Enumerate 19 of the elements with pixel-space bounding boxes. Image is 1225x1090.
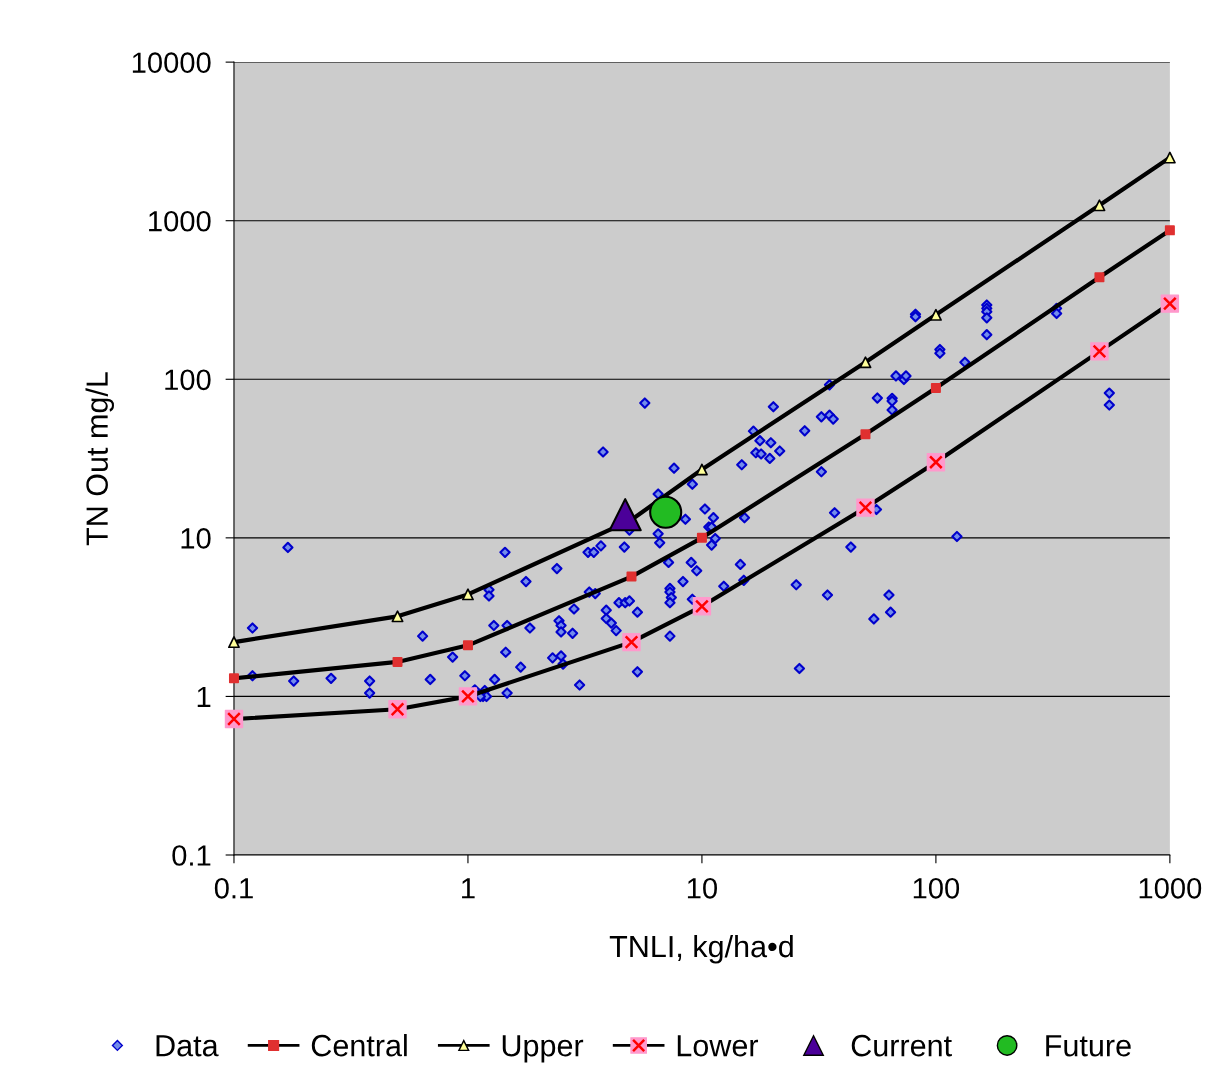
y-tick-label: 10000 bbox=[132, 52, 211, 73]
x-tick-label: 1000 bbox=[1139, 877, 1202, 899]
x-tick-label: 0.1 bbox=[214, 877, 253, 899]
y-tick-label: 10 bbox=[181, 528, 211, 549]
x-tick-label: 100 bbox=[913, 877, 960, 899]
x-tick-label: 10 bbox=[687, 877, 718, 899]
x-tick-label: 1 bbox=[462, 878, 475, 899]
legend-label: Upper bbox=[502, 1035, 584, 1063]
y-axis-title: TN Out mg/L bbox=[85, 372, 114, 546]
legend-label: Current bbox=[851, 1034, 952, 1057]
legend-label: Data bbox=[156, 1035, 219, 1057]
y-tick-label: 0.1 bbox=[172, 845, 211, 866]
legend-label: Lower bbox=[677, 1035, 759, 1057]
y-tick-label: 1000 bbox=[149, 210, 211, 232]
legend-label: Future bbox=[1046, 1035, 1131, 1057]
legend-label: Central bbox=[311, 1034, 407, 1057]
x-axis-title: TNLI, kg/ha•d bbox=[609, 934, 793, 964]
y-tick-label: 1 bbox=[197, 686, 211, 707]
y-tick-label: 100 bbox=[165, 369, 211, 391]
